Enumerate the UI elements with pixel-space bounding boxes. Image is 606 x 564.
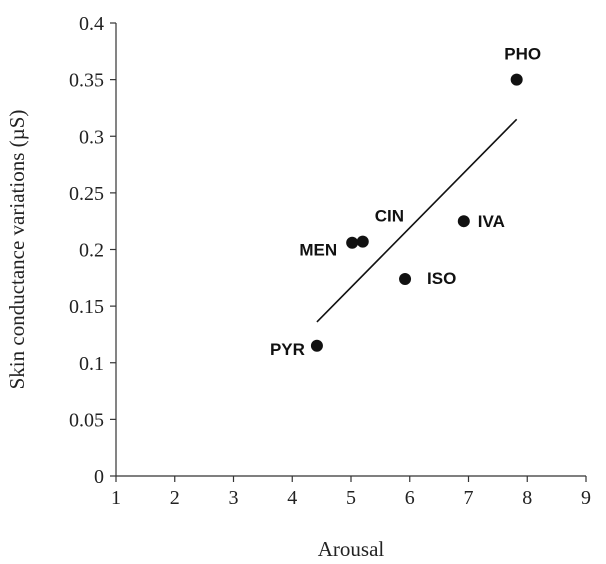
x-axis-title: Arousal [318, 537, 385, 561]
y-axis-title: Skin conductance variations (µS) [5, 110, 29, 390]
y-tick-label: 0.25 [69, 183, 104, 205]
point-label-iva: IVA [478, 212, 505, 231]
x-tick-label: 1 [111, 487, 121, 509]
data-point-pho [510, 73, 523, 86]
x-tick-label: 9 [581, 487, 591, 509]
y-tick-label: 0.4 [79, 13, 104, 35]
y-tick-label: 0.05 [69, 409, 104, 431]
x-axis-ticks: 1 2 3 4 5 6 7 8 9 [111, 476, 591, 509]
trendline-layer [316, 118, 518, 323]
data-point-cin [356, 235, 369, 248]
point-label-pho: PHO [504, 45, 541, 64]
y-tick-label: 0.35 [69, 70, 104, 92]
y-tick-label: 0.3 [79, 126, 104, 148]
trendline [316, 118, 518, 323]
point-label-iso: ISO [427, 269, 456, 288]
x-tick-label: 8 [522, 487, 532, 509]
data-points: PHO IVA CIN MEN ISO PYR [270, 45, 541, 359]
x-tick-label: 5 [346, 487, 356, 509]
y-tick-label: 0.15 [69, 296, 104, 318]
point-label-pyr: PYR [270, 340, 305, 359]
x-tick-label: 2 [170, 487, 180, 509]
data-point-men [346, 236, 359, 249]
x-tick-label: 6 [405, 487, 415, 509]
x-tick-label: 3 [229, 487, 239, 509]
data-point-iva [457, 215, 470, 228]
x-tick-label: 7 [464, 487, 474, 509]
y-axis-ticks: 0 0.05 0.1 0.15 0.2 0.25 0.3 0.35 0.4 [69, 13, 116, 488]
point-label-cin: CIN [375, 207, 404, 226]
axes [115, 23, 586, 477]
y-tick-label: 0.2 [79, 240, 104, 262]
y-tick-label: 0 [94, 466, 104, 488]
data-point-pyr [310, 339, 323, 352]
y-tick-label: 0.1 [79, 353, 104, 375]
x-tick-label: 4 [287, 487, 297, 509]
data-point-iso [399, 272, 412, 285]
point-label-men: MEN [299, 241, 337, 260]
